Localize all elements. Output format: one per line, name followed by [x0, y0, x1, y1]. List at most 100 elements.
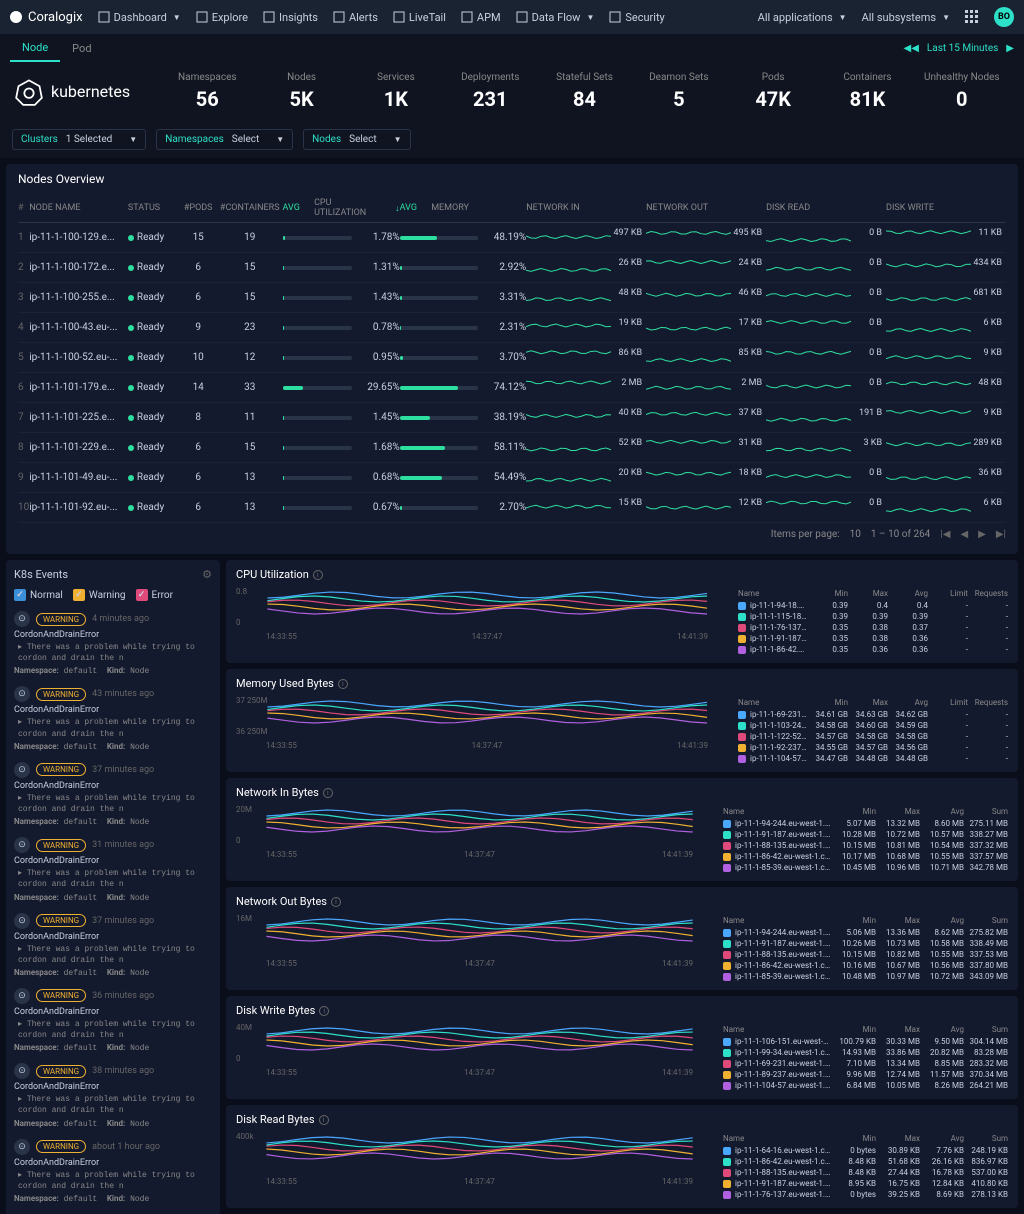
- table-row[interactable]: 1 ip-11-1-100-129.e... Ready 15 19 1.78%…: [18, 223, 1006, 253]
- legend-row[interactable]: ip-11-1-85-39.eu-west-1.compute.internal…: [723, 971, 1008, 982]
- chart-legend: NameMinMaxAvgLimitRequests ip-11-1-94-18…: [738, 587, 1008, 655]
- view-tabs: Node Pod ◀◀ Last 15 Minutes ▶: [0, 34, 1024, 62]
- stat-nodes: Nodes5K: [254, 72, 348, 111]
- table-row[interactable]: 5 ip-11-1-100-52.eu-... Ready 10 12 0.95…: [18, 343, 1006, 373]
- legend-row[interactable]: ip-11-1-86-42.eu-west-1.compute.internal…: [738, 644, 1008, 655]
- legend-warning[interactable]: ✓Warning: [73, 589, 126, 601]
- items-per-page[interactable]: 10: [850, 529, 861, 540]
- nav-alerts[interactable]: Alerts: [333, 11, 378, 24]
- topbar: Coralogix Dashboard▼ Explore Insights Alert…: [0, 0, 1024, 34]
- time-range-picker[interactable]: ◀◀ Last 15 Minutes ▶: [904, 43, 1015, 54]
- event-item[interactable]: ⊙WARNING31 minutes ago CordonAndDrainErr…: [14, 837, 212, 902]
- tab-pod[interactable]: Pod: [60, 36, 103, 61]
- legend-normal[interactable]: ✓Normal: [14, 589, 63, 601]
- legend-row[interactable]: ip-11-1-122-52.eu-west-1.compute.interna…: [738, 731, 1008, 742]
- legend-row[interactable]: ip-11-1-94-18.eu-west-1.compute.internal…: [738, 600, 1008, 611]
- legend-row[interactable]: ip-11-1-69-231.eu-west-1.compute.interna…: [723, 1058, 1008, 1069]
- legend-row[interactable]: ip-11-1-115-183.eu-west-1.compute.intern…: [738, 611, 1008, 622]
- legend-row[interactable]: ip-11-1-86-42.eu-west-1.compute.internal…: [723, 1156, 1008, 1167]
- nav-livetail[interactable]: LiveTail: [393, 11, 446, 24]
- table-row[interactable]: 10 ip-11-1-101-92.eu-... Ready 6 13 0.67…: [18, 493, 1006, 523]
- info-icon[interactable]: i: [323, 788, 333, 798]
- stat-stateful-sets: Stateful Sets84: [537, 72, 631, 111]
- nav-data-flow[interactable]: Data Flow▼: [516, 11, 595, 24]
- legend-row[interactable]: ip-11-1-85-39.eu-west-1.compute.internal…: [723, 862, 1008, 873]
- table-header: # NODE NAME STATUS #PODS #CONTAINERS AVG…: [18, 194, 1006, 223]
- legend-row[interactable]: ip-11-1-91-187.eu-west-1.compute.interna…: [723, 938, 1008, 949]
- scope-subsystems[interactable]: All subsystems▼: [862, 11, 950, 24]
- chart-netin: Network In Bytesi 20M 0 14:33:5514:37:47…: [226, 778, 1018, 881]
- stat-unhealthy-nodes: Unhealthy Nodes0: [915, 72, 1009, 111]
- legend-row[interactable]: ip-11-1-89-237.eu-west-1.compute.interna…: [723, 1069, 1008, 1080]
- info-icon[interactable]: i: [319, 1115, 329, 1125]
- legend-row[interactable]: ip-11-1-86-42.eu-west-1.compute.internal…: [723, 960, 1008, 971]
- legend-row[interactable]: ip-11-1-88-135.eu-west-1.compute.interna…: [723, 1167, 1008, 1178]
- chart-legend: NameMinMaxAvgLimitRequests ip-11-1-69-23…: [738, 696, 1008, 764]
- legend-row[interactable]: ip-11-1-106-151.eu-west-1.compute.intern…: [723, 1036, 1008, 1047]
- chart-netout: Network Out Bytesi 16M 14:33:5514:37:471…: [226, 887, 1018, 990]
- legend-row[interactable]: ip-11-1-86-42.eu-west-1.compute.internal…: [723, 851, 1008, 862]
- legend-row[interactable]: ip-11-1-76-137.eu-west-1.compute.interna…: [723, 1189, 1008, 1200]
- event-item[interactable]: ⊙WARNING37 minutes ago CordonAndDrainErr…: [14, 913, 212, 978]
- nav-insights[interactable]: Insights: [263, 11, 318, 24]
- legend-row[interactable]: ip-11-1-64-16.eu-west-1.compute.internal…: [723, 1145, 1008, 1156]
- filter-namespaces[interactable]: Namespaces Select▼: [156, 129, 293, 150]
- event-icon: ⊙: [14, 913, 30, 929]
- page-last[interactable]: ▶|: [996, 529, 1006, 540]
- event-item[interactable]: ⊙WARNING36 minutes ago CordonAndDrainErr…: [14, 988, 212, 1053]
- table-row[interactable]: 8 ip-11-1-101-229.e... Ready 6 15 1.68% …: [18, 433, 1006, 463]
- legend-row[interactable]: ip-11-1-92-237.eu-west-1.compute.interna…: [738, 742, 1008, 753]
- table-row[interactable]: 4 ip-11-1-100-43.eu-... Ready 9 23 0.78%…: [18, 313, 1006, 343]
- page-prev[interactable]: ◀: [960, 529, 968, 540]
- table-row[interactable]: 6 ip-11-1-101-179.e... Ready 14 33 29.65…: [18, 373, 1006, 403]
- table-row[interactable]: 2 ip-11-1-100-172.e... Ready 6 15 1.31% …: [18, 253, 1006, 283]
- legend-row[interactable]: ip-11-1-91-187.eu-west-1.compute.interna…: [723, 829, 1008, 840]
- legend-row[interactable]: ip-11-1-94-244.eu-west-1.compute.interna…: [723, 927, 1008, 938]
- chart-legend: NameMinMaxAvgSum ip-11-1-94-244.eu-west-…: [723, 805, 1008, 873]
- legend-error[interactable]: ✓Error: [136, 589, 173, 601]
- k8s-icon: [15, 78, 43, 106]
- nav-apm[interactable]: APM: [461, 11, 501, 24]
- filter-bar: Clusters 1 Selected▼ Namespaces Select▼ …: [0, 121, 1024, 158]
- info-icon[interactable]: i: [319, 1006, 329, 1016]
- brand-logo[interactable]: Coralogix: [10, 10, 83, 25]
- event-item[interactable]: ⊙WARNING43 minutes ago CordonAndDrainErr…: [14, 686, 212, 751]
- filter-clusters[interactable]: Clusters 1 Selected▼: [12, 129, 146, 150]
- legend-row[interactable]: ip-11-1-88-135.eu-west-1.compute.interna…: [723, 840, 1008, 851]
- page-first[interactable]: |◀: [940, 529, 950, 540]
- settings-icon[interactable]: ⚙: [202, 568, 212, 581]
- tab-node[interactable]: Node: [10, 35, 60, 62]
- event-item[interactable]: ⊙WARNING4 minutes ago CordonAndDrainErro…: [14, 611, 212, 676]
- table-row[interactable]: 7 ip-11-1-101-225.e... Ready 8 11 1.45% …: [18, 403, 1006, 433]
- legend-row[interactable]: ip-11-1-104-57.eu-west-1.compute.interna…: [738, 753, 1008, 764]
- legend-row[interactable]: ip-11-1-99-34.eu-west-1.compute.internal…: [723, 1047, 1008, 1058]
- event-item[interactable]: ⊙WARNING37 minutes ago CordonAndDrainErr…: [14, 762, 212, 827]
- table-row[interactable]: 3 ip-11-1-100-255.e... Ready 6 15 1.43% …: [18, 283, 1006, 313]
- legend-row[interactable]: ip-11-1-103-245.eu-west-1.compute.intern…: [738, 720, 1008, 731]
- legend-row[interactable]: ip-11-1-91-187.eu-west-1.compute.interna…: [723, 1178, 1008, 1189]
- event-item[interactable]: ⊙WARNING38 minutes ago CordonAndDrainErr…: [14, 1063, 212, 1128]
- legend-row[interactable]: ip-11-1-104-57.eu-west-1.compute.interna…: [723, 1080, 1008, 1091]
- apps-grid-icon[interactable]: [965, 10, 979, 24]
- nav-dashboard[interactable]: Dashboard▼: [98, 11, 181, 24]
- info-icon[interactable]: i: [313, 570, 323, 580]
- legend-row[interactable]: ip-11-1-91-187.eu-west-1.compute.interna…: [738, 633, 1008, 644]
- legend-row[interactable]: ip-11-1-76-137.eu-west-1.compute.interna…: [738, 622, 1008, 633]
- filter-nodes[interactable]: Nodes Select▼: [303, 129, 410, 150]
- info-icon[interactable]: i: [331, 897, 341, 907]
- event-item[interactable]: ⊙WARNINGabout 1 hour ago CordonAndDrainE…: [14, 1139, 212, 1204]
- chart-legend: NameMinMaxAvgSum ip-11-1-94-244.eu-west-…: [723, 914, 1008, 982]
- page-next[interactable]: ▶: [978, 529, 986, 540]
- chart-dread: Disk Read Bytesi 400k 14:33:5514:37:4714…: [226, 1105, 1018, 1208]
- legend-row[interactable]: ip-11-1-69-231.eu-west-1.compute.interna…: [738, 709, 1008, 720]
- nav-security[interactable]: Security: [609, 11, 664, 24]
- nav-explore[interactable]: Explore: [196, 11, 248, 24]
- avatar[interactable]: BO: [994, 7, 1014, 27]
- prev-icon[interactable]: ◀◀: [904, 43, 919, 54]
- legend-row[interactable]: ip-11-1-94-244.eu-west-1.compute.interna…: [723, 818, 1008, 829]
- legend-row[interactable]: ip-11-1-88-135.eu-west-1.compute.interna…: [723, 949, 1008, 960]
- next-icon[interactable]: ▶: [1006, 43, 1014, 54]
- scope-applications[interactable]: All applications▼: [758, 11, 847, 24]
- table-row[interactable]: 9 ip-11-1-101-49.eu-... Ready 6 13 0.68%…: [18, 463, 1006, 493]
- info-icon[interactable]: i: [338, 679, 348, 689]
